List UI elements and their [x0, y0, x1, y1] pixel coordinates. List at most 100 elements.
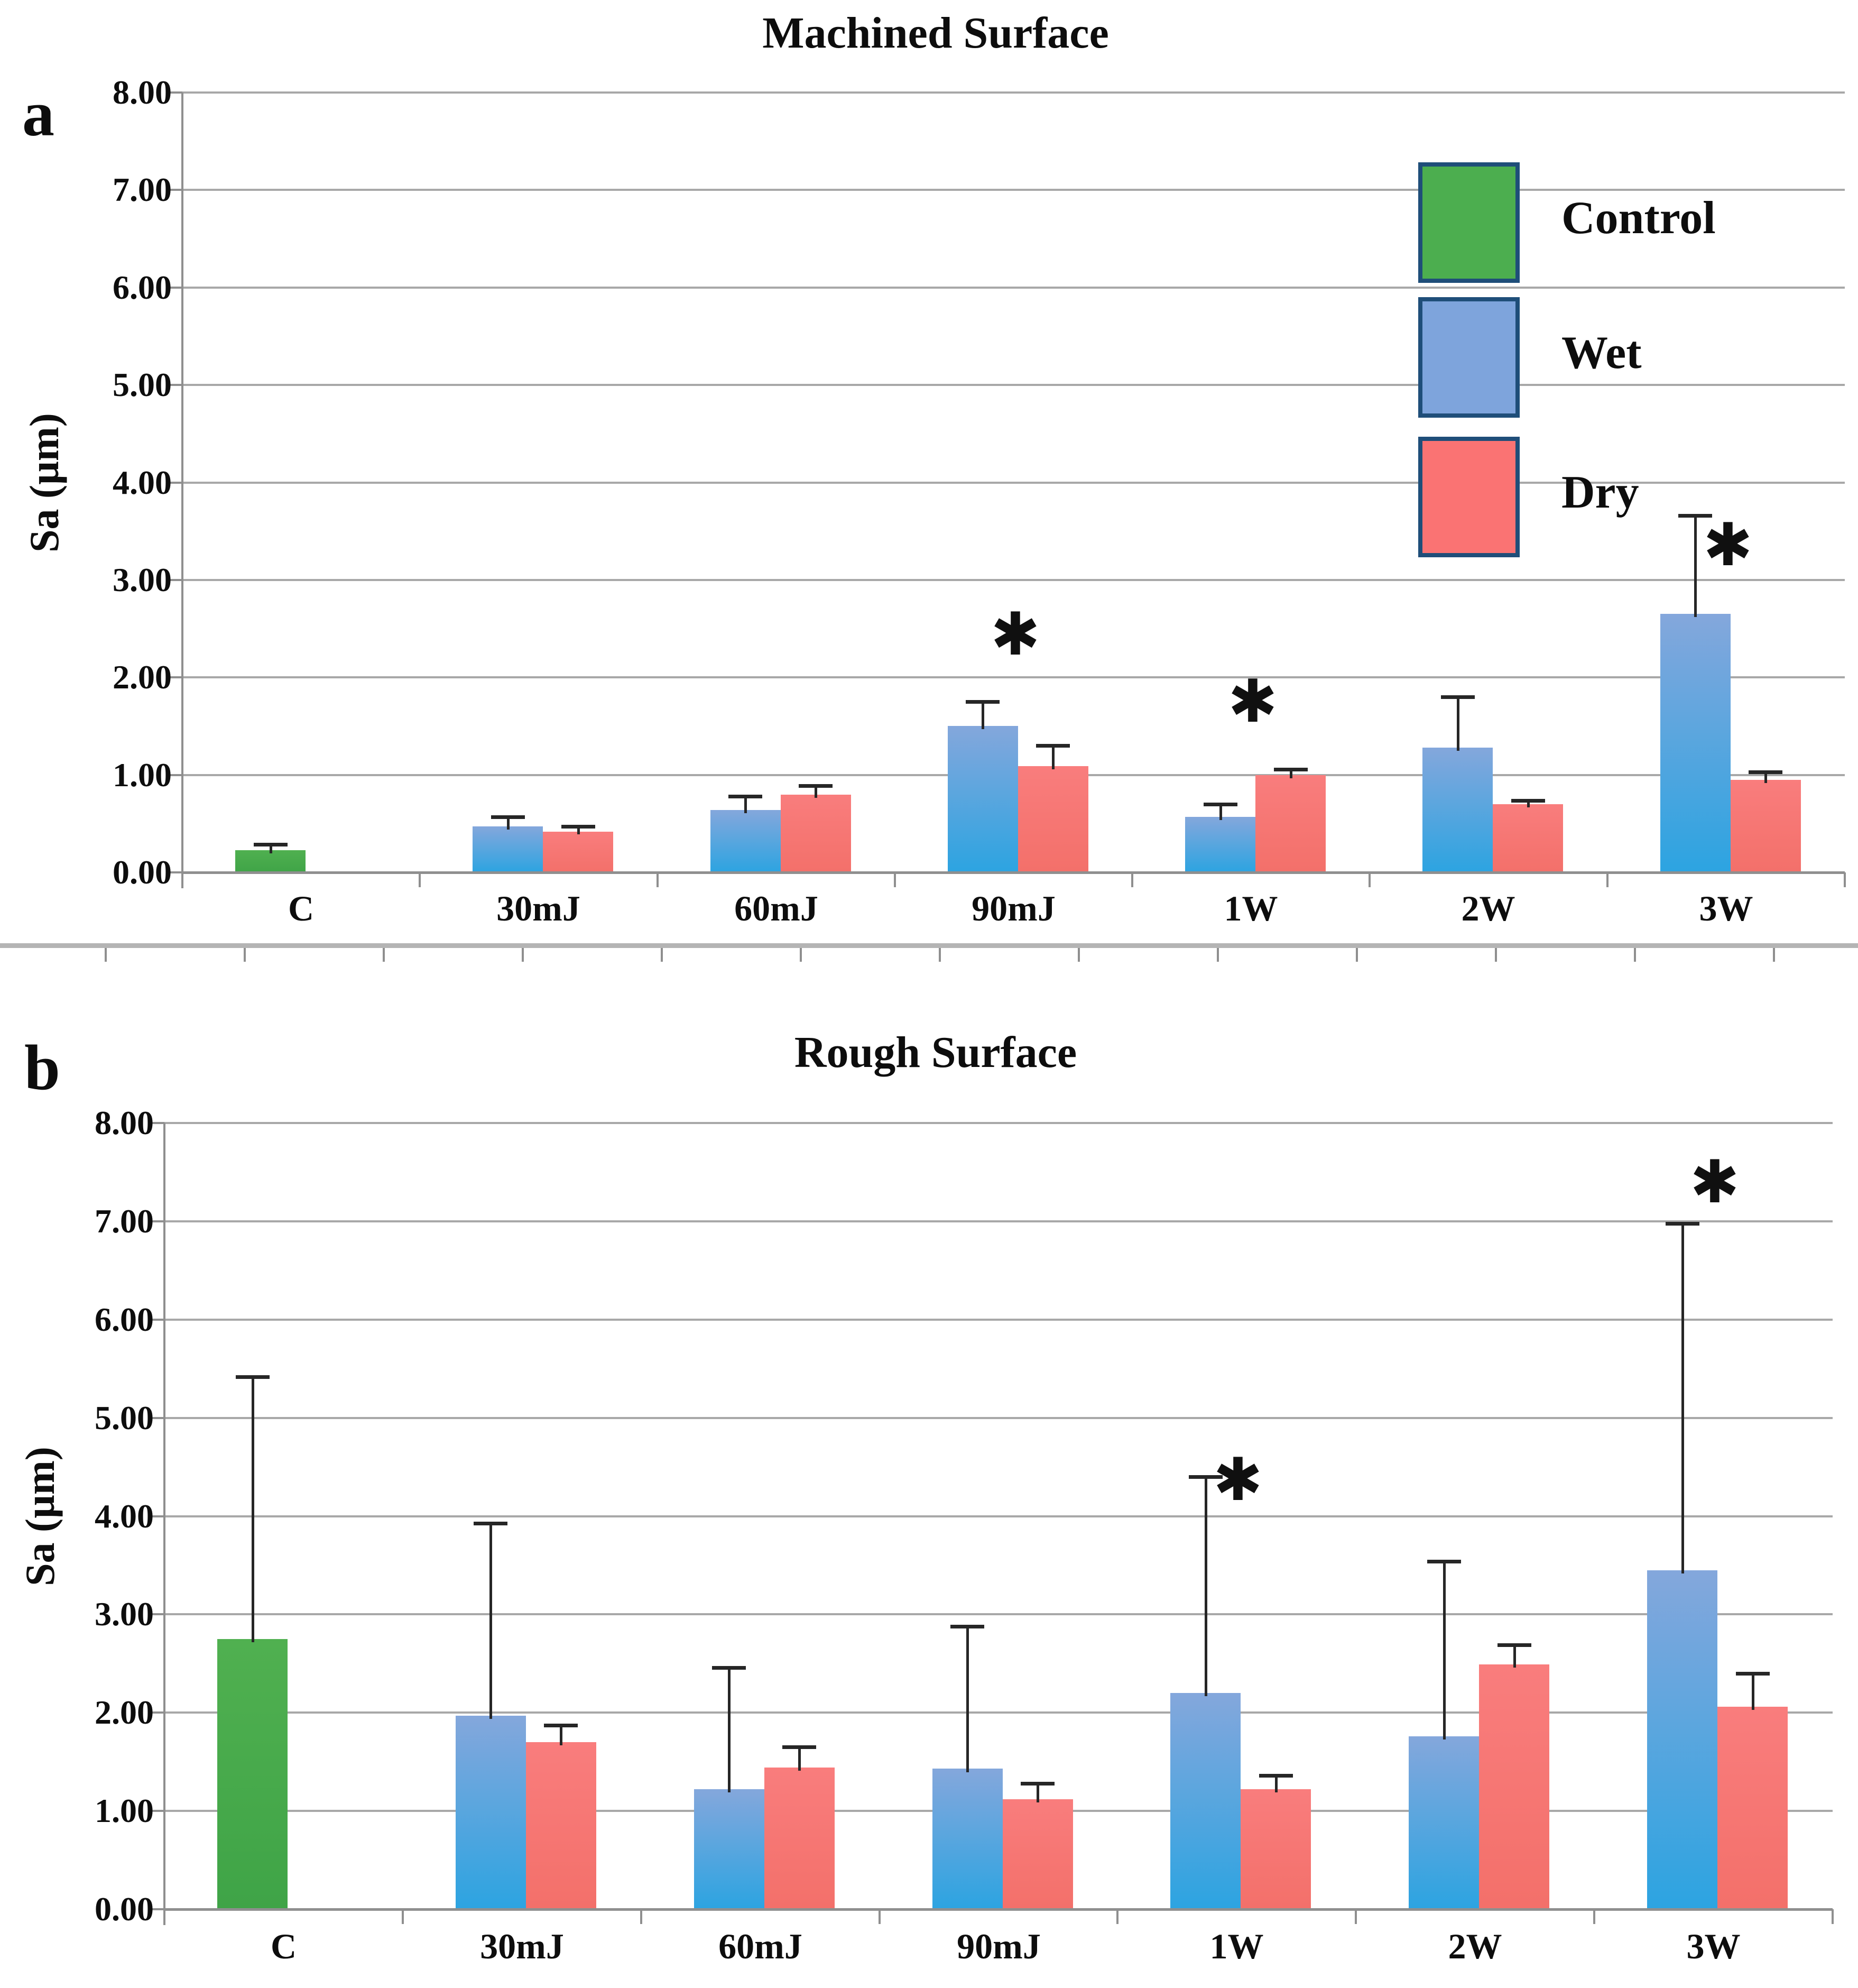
legend-swatch-dry-icon: [1418, 437, 1520, 557]
panel-a-error-cap-dry-2W: [1511, 799, 1545, 803]
legend-swatch-wet-icon: [1418, 297, 1520, 418]
panel-a-x-tick-3: [894, 872, 896, 887]
panel-a-x-tick-1: [419, 872, 421, 887]
panel-a-bar-dry-90mJ: [1018, 766, 1088, 872]
panel-b-y-tick-8.00: [149, 1122, 164, 1124]
panel-b-x-axis-line: [164, 1908, 1833, 1911]
panel-a-x-tick-2: [657, 872, 659, 887]
panel-a-category-label-30mJ: 30mJ: [496, 888, 580, 928]
panel-a-y-tick-label-8.00: 8.00: [113, 73, 172, 111]
panel-a-y-axis-line: [181, 93, 183, 888]
panel-b-error-cap-dry-90mJ: [1021, 1782, 1055, 1785]
panel-a-x-tick-5: [1369, 872, 1371, 887]
divider-tick-0: [105, 948, 107, 962]
panel-b-error-bar-control-C: [252, 1377, 254, 1642]
panel-a-bar-control-C: [235, 850, 306, 872]
panel-a-error-bar-wet-90mJ: [982, 702, 984, 729]
panel-b-error-cap-dry-1W: [1259, 1774, 1293, 1778]
panel-b-error-cap-wet-3W: [1666, 1222, 1699, 1226]
panel-a-bar-wet-1W: [1185, 817, 1255, 872]
panel-b-error-bar-wet-2W: [1443, 1561, 1446, 1740]
divider-tick-7: [1078, 948, 1080, 962]
panel-a-gridline-3.00: [182, 579, 1845, 581]
panel-b-error-cap-wet-90mJ: [950, 1625, 984, 1628]
panel-a-gridline-2.00: [182, 676, 1845, 678]
panel-a-bar-dry-60mJ: [781, 795, 851, 873]
panel-a-y-tick-7.00: [167, 189, 182, 191]
panel-b-y-tick-4.00: [149, 1515, 164, 1517]
divider-tick-9: [1356, 948, 1358, 962]
panel-a-bar-wet-3W: [1660, 614, 1731, 872]
legend-swatch-control-icon: [1418, 162, 1520, 283]
panel-a-category-label-90mJ: 90mJ: [972, 888, 1056, 928]
panel-b-error-bar-wet-1W: [1205, 1477, 1207, 1696]
panel-b-y-tick-2.00: [149, 1711, 164, 1714]
panel-b-y-tick-6.00: [149, 1319, 164, 1321]
panel-a-category-label-2W: 2W: [1461, 888, 1515, 928]
panel-b-gridline-3.00: [164, 1613, 1833, 1615]
panel-b-bar-dry-2W: [1479, 1664, 1549, 1909]
panel-b-y-tick-label-4.00: 4.00: [95, 1497, 154, 1535]
panel-b-error-bar-dry-3W: [1752, 1673, 1754, 1710]
panel-b-bar-wet-60mJ: [694, 1789, 764, 1909]
panel-b-error-cap-wet-1W: [1189, 1475, 1223, 1479]
panel-a-error-bar-wet-60mJ: [744, 796, 747, 813]
panel-b-gridline-7.00: [164, 1220, 1833, 1222]
panel-a-y-tick-2.00: [167, 676, 182, 678]
panel-b-category-label-1W: 1W: [1209, 1926, 1264, 1966]
panel-a-y-tick-label-2.00: 2.00: [113, 658, 172, 696]
panel-a-error-bar-wet-1W: [1219, 804, 1222, 820]
panel-a-bar-wet-2W: [1422, 748, 1493, 872]
panel-b-significance-asterisk-3W: ✱: [1690, 1148, 1740, 1217]
panel-a-error-cap-wet-1W: [1204, 803, 1237, 806]
panel-a-bar-dry-1W: [1255, 775, 1326, 872]
panel-a-error-cap-dry-1W: [1274, 768, 1308, 771]
legend-label-wet: Wet: [1561, 327, 1642, 379]
panel-b-letter: b: [24, 1032, 60, 1103]
panel-a-gridline-6.00: [182, 287, 1845, 289]
panel-b-error-cap-wet-60mJ: [712, 1666, 746, 1670]
panel-b-error-cap-dry-3W: [1736, 1672, 1770, 1676]
panel-a-x-tick-7: [1844, 872, 1846, 887]
panel-b-y-tick-label-0.00: 0.00: [95, 1890, 154, 1928]
panel-b-error-cap-dry-60mJ: [782, 1745, 816, 1749]
panel-a-error-bar-wet-2W: [1457, 697, 1459, 751]
panel-b-error-cap-dry-2W: [1498, 1643, 1531, 1647]
divider-tick-10: [1495, 948, 1497, 962]
panel-b-error-cap-wet-2W: [1427, 1560, 1461, 1563]
panel-b-y-axis-line: [163, 1123, 165, 1925]
panel-b-title: Rough Surface: [794, 1028, 1077, 1077]
divider-tick-3: [522, 948, 524, 962]
panel-b-gridline-2.00: [164, 1711, 1833, 1714]
panel-b-error-cap-control-C: [236, 1375, 270, 1379]
panel-b-x-tick-5: [1355, 1909, 1357, 1924]
panel-a-error-bar-dry-3W: [1764, 772, 1767, 783]
panel-b-gridline-6.00: [164, 1319, 1833, 1321]
panel-a-category-label-60mJ: 60mJ: [734, 888, 818, 928]
panel-a-y-tick-label-5.00: 5.00: [113, 366, 172, 403]
panel-a-error-cap-wet-90mJ: [966, 700, 1000, 704]
panel-b-category-label-C: C: [270, 1926, 297, 1966]
divider-tick-11: [1634, 948, 1636, 962]
panel-a-y-tick-label-7.00: 7.00: [113, 171, 172, 208]
panel-a-significance-asterisk-90mJ: ✱: [991, 600, 1040, 669]
panel-a-error-bar-dry-1W: [1290, 769, 1292, 778]
panel-a-gridline-5.00: [182, 384, 1845, 386]
panel-a-y-tick-label-1.00: 1.00: [113, 756, 172, 794]
panel-a-error-bar-wet-3W: [1694, 516, 1697, 617]
panel-a-significance-asterisk-3W: ✱: [1703, 511, 1753, 579]
panel-b-bar-wet-3W: [1647, 1570, 1717, 1909]
panel-a-x-tick-6: [1606, 872, 1609, 887]
divider-tick-12: [1773, 948, 1775, 962]
panel-b-error-cap-wet-30mJ: [474, 1522, 507, 1525]
panel-b-y-tick-label-1.00: 1.00: [95, 1792, 154, 1829]
panel-b-error-bar-dry-90mJ: [1037, 1783, 1039, 1802]
panel-a-gridline-7.00: [182, 189, 1845, 191]
panel-a-bar-wet-30mJ: [473, 826, 543, 872]
panel-b-gridline-8.00: [164, 1122, 1833, 1124]
panel-a-error-bar-control-C: [270, 844, 272, 853]
panel-a-bar-wet-90mJ: [948, 726, 1018, 872]
panel-b-bar-dry-30mJ: [526, 1742, 596, 1909]
panel-b-y-tick-0.00: [149, 1908, 164, 1910]
